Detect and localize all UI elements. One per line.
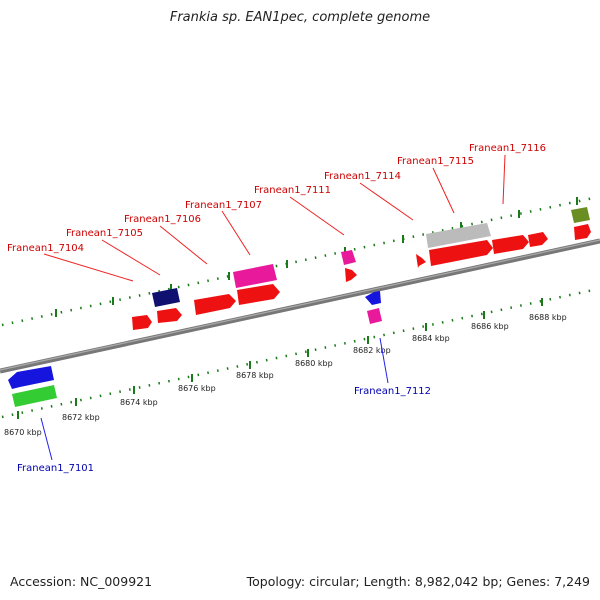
reverse-gene-labels: Franean1_7112 Franean1_7101 [17,386,431,474]
gene-arrow-red[interactable] [574,224,591,240]
genome-backbone [0,238,600,374]
gene-arrow-red[interactable] [345,268,357,282]
gene-arrow-blue[interactable] [8,366,54,389]
map-title: Frankia sp. EAN1pec, complete genome [169,10,431,25]
accession-text: Accession: NC_009921 [10,574,153,589]
gene-label[interactable]: Franean1_7116 [469,143,546,154]
gene-label[interactable]: Franean1_7101 [17,463,94,474]
lower-major-ticks [17,298,543,419]
kbp-scale-labels: 8670 kbp 8672 kbp 8674 kbp 8676 kbp 8678… [4,313,567,437]
upper-major-ticks [55,197,578,317]
gene-arrow-blue[interactable] [365,291,381,305]
gene-label[interactable]: Franean1_7112 [354,386,431,397]
gene-arrow-red[interactable] [132,315,152,330]
gene-label[interactable]: Franean1_7115 [397,156,474,167]
gene-arrow-red[interactable] [492,235,529,254]
kbp-label: 8680 kbp [295,359,333,368]
kbp-label: 8674 kbp [120,398,158,407]
gene-arrow-red[interactable] [429,240,493,266]
gene-label[interactable]: Franean1_7107 [185,200,262,211]
reverse-label-connectors [40,337,389,461]
gene-label[interactable]: Franean1_7114 [324,171,401,182]
forward-gene-labels: Franean1_7104 Franean1_7105 Franean1_710… [7,143,546,254]
gene-box-green[interactable] [12,385,57,407]
kbp-label: 8676 kbp [178,384,216,393]
genome-backbone-highlight [0,239,600,371]
gene-box-olive[interactable] [571,207,590,223]
kbp-label: 8670 kbp [4,428,42,437]
kbp-label: 8684 kbp [412,334,450,343]
genome-summary-text: Topology: circular; Length: 8,982,042 bp… [246,574,590,589]
gene-arrow-red[interactable] [157,308,182,323]
gene-box-magenta[interactable] [233,264,277,288]
gene-box-magenta[interactable] [341,250,356,265]
forward-genes-upper-row [152,207,590,307]
kbp-label: 8672 kbp [62,413,100,422]
gene-arrow-red[interactable] [528,232,548,247]
kbp-label: 8682 kbp [353,346,391,355]
kbp-label: 8678 kbp [236,371,274,380]
gene-label[interactable]: Franean1_7105 [66,228,143,239]
reverse-genes-row [8,291,382,407]
gene-arrow-red[interactable] [237,284,280,305]
gene-arrow-red[interactable] [194,294,236,315]
gene-arrow-red[interactable] [416,254,426,268]
gene-box-grey[interactable] [426,223,491,248]
gene-box-navy[interactable] [152,288,180,307]
kbp-label: 8686 kbp [471,322,509,331]
gene-label[interactable]: Franean1_7106 [124,214,201,225]
gene-label[interactable]: Franean1_7104 [7,243,84,254]
kbp-label: 8688 kbp [529,313,567,322]
gene-label[interactable]: Franean1_7111 [254,185,331,196]
gene-box-magenta[interactable] [367,308,382,324]
forward-genes-row [132,224,591,330]
forward-label-connectors [43,154,506,282]
